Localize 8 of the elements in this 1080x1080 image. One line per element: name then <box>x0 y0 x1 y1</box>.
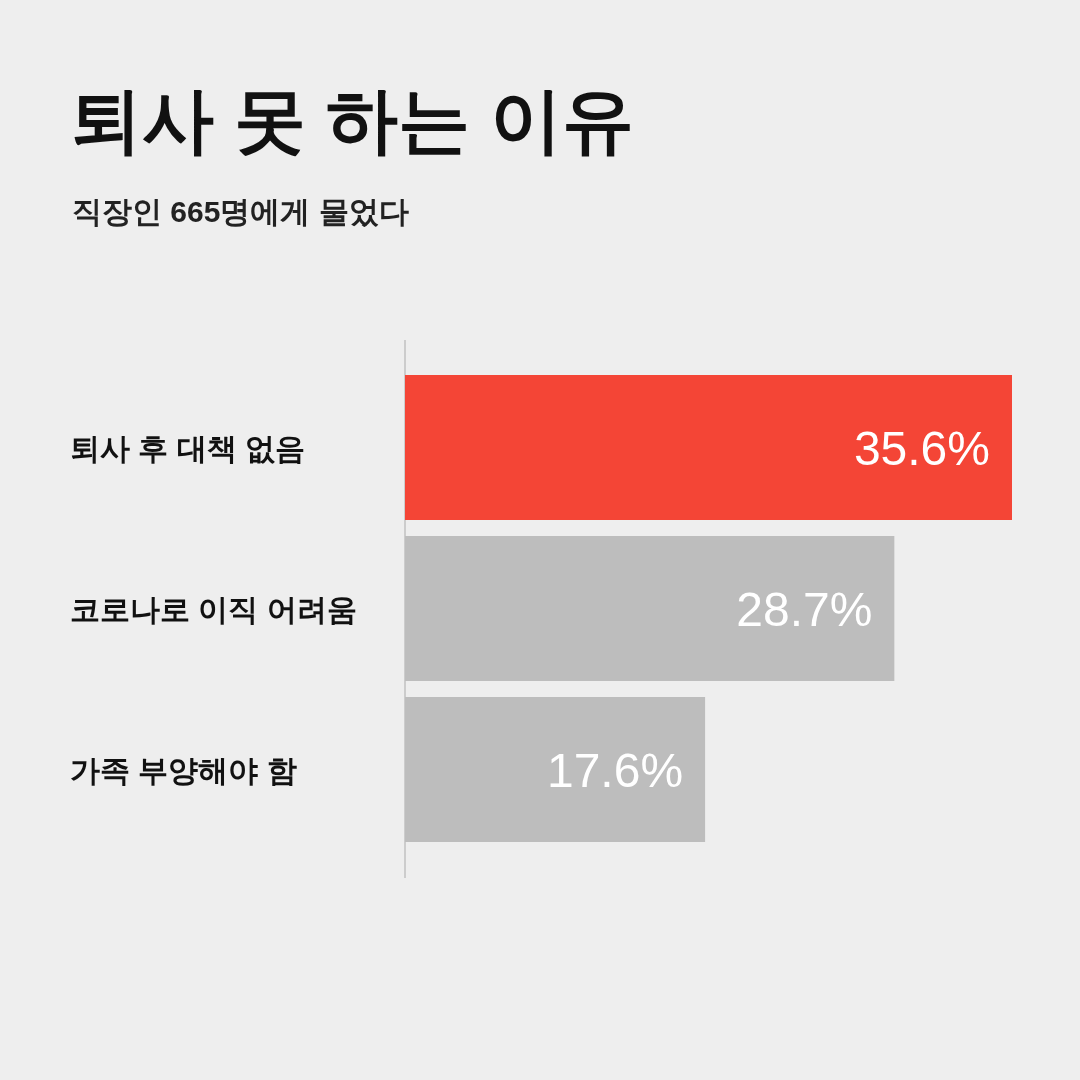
y-tick-label: 퇴사 후 대책 없음 <box>70 431 306 465</box>
y-tick-label: 가족 부양해야 함 <box>70 753 297 787</box>
chart-subtitle: 직장인 665명에게 물었다 <box>72 195 409 228</box>
chart-title: 퇴사 못 하는 이유 <box>70 80 635 160</box>
data-label: 35.6% <box>853 421 990 475</box>
data-label: 28.7% <box>736 582 873 636</box>
y-tick-label: 코로나로 이직 어려움 <box>70 592 357 626</box>
data-label: 17.6% <box>546 743 684 797</box>
